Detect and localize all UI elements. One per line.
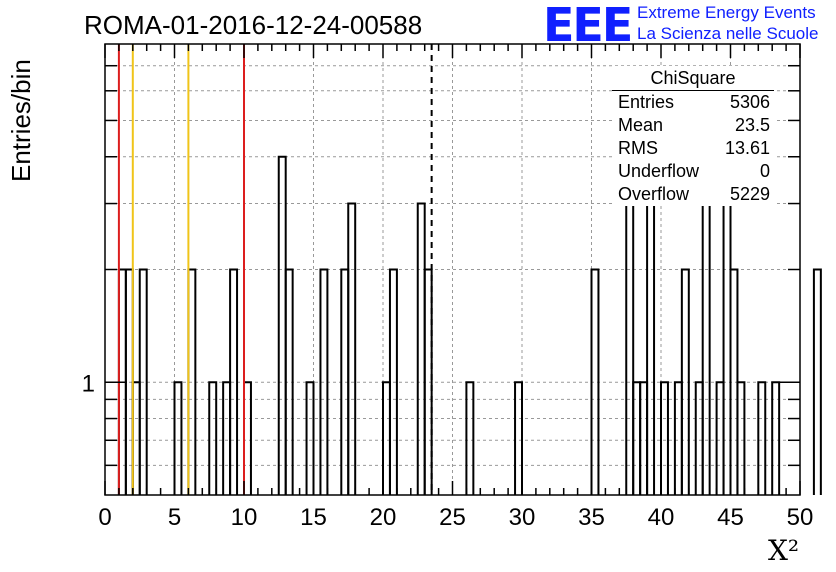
histogram-bar — [138, 268, 148, 495]
x-tick-label: 40 — [648, 504, 675, 531]
stats-box: ChiSquare Entries 5306 Mean 23.5 RMS 13.… — [612, 66, 774, 206]
logo-tagline-2: La Scienza nelle Scuole — [637, 24, 819, 43]
x-tick-label: 50 — [787, 504, 814, 531]
histogram-bar — [736, 381, 746, 495]
stats-value: 0 — [759, 161, 770, 181]
logo-tagline-1: Extreme Energy Events — [637, 3, 816, 22]
histogram-bar — [277, 155, 287, 495]
histogram-bar — [590, 268, 600, 495]
y-tick-label: 1 — [82, 370, 95, 397]
stats-label: Entries — [618, 92, 675, 112]
histogram-bar — [812, 268, 822, 495]
x-tick-label: 20 — [370, 504, 397, 531]
stats-label: Underflow — [618, 161, 700, 181]
x-tick-label: 45 — [717, 504, 744, 531]
stats-value: 13.61 — [724, 138, 770, 158]
histogram-bar — [388, 268, 398, 495]
eee-logo: EEE — [543, 0, 633, 52]
histogram-bar — [646, 202, 656, 495]
x-tick-label: 10 — [231, 504, 258, 531]
x-tick-label: 25 — [439, 504, 466, 531]
stats-row-entries: Entries 5306 — [612, 91, 774, 114]
stats-label: Overflow — [618, 184, 690, 204]
stats-value: 5229 — [729, 184, 770, 204]
histogram-bar — [722, 202, 732, 495]
histogram-bar — [625, 202, 635, 495]
histogram-bar — [701, 202, 711, 495]
stats-row-mean: Mean 23.5 — [612, 114, 774, 137]
histogram-bar — [514, 381, 523, 495]
x-axis-label: X² — [768, 534, 800, 567]
histogram-bar — [173, 381, 183, 495]
histogram-bar — [208, 381, 218, 495]
histogram-bar — [757, 381, 767, 495]
y-axis-label: Entries/bin — [6, 59, 36, 182]
stats-title: ChiSquare — [612, 66, 774, 91]
histogram-bar — [416, 202, 426, 495]
x-tick-label: 35 — [578, 504, 605, 531]
histogram-bar — [319, 268, 329, 495]
histogram-bar — [229, 268, 239, 495]
chart-title: ROMA-01-2016-12-24-00588 — [84, 10, 423, 40]
x-tick-label: 30 — [509, 504, 536, 531]
x-tick-label: 0 — [98, 504, 111, 531]
stats-row-overflow: Overflow 5229 — [612, 183, 774, 206]
stats-label: Mean — [618, 115, 664, 135]
x-tick-label: 15 — [300, 504, 327, 531]
histogram-bar — [347, 202, 357, 495]
x-tick-label: 5 — [168, 504, 181, 531]
stats-row-rms: RMS 13.61 — [612, 137, 774, 160]
histogram-bar — [660, 381, 669, 495]
stats-value: 23.5 — [734, 115, 770, 135]
histogram-bar — [465, 381, 475, 495]
histogram-bar — [771, 381, 781, 495]
histogram-bar — [680, 268, 690, 495]
histogram-bar — [305, 381, 315, 495]
histogram-bar — [423, 268, 433, 495]
stats-row-underflow: Underflow 0 — [612, 160, 774, 183]
histogram-bar — [284, 268, 294, 495]
stats-label: RMS — [618, 138, 658, 158]
stats-value: 5306 — [729, 92, 770, 112]
